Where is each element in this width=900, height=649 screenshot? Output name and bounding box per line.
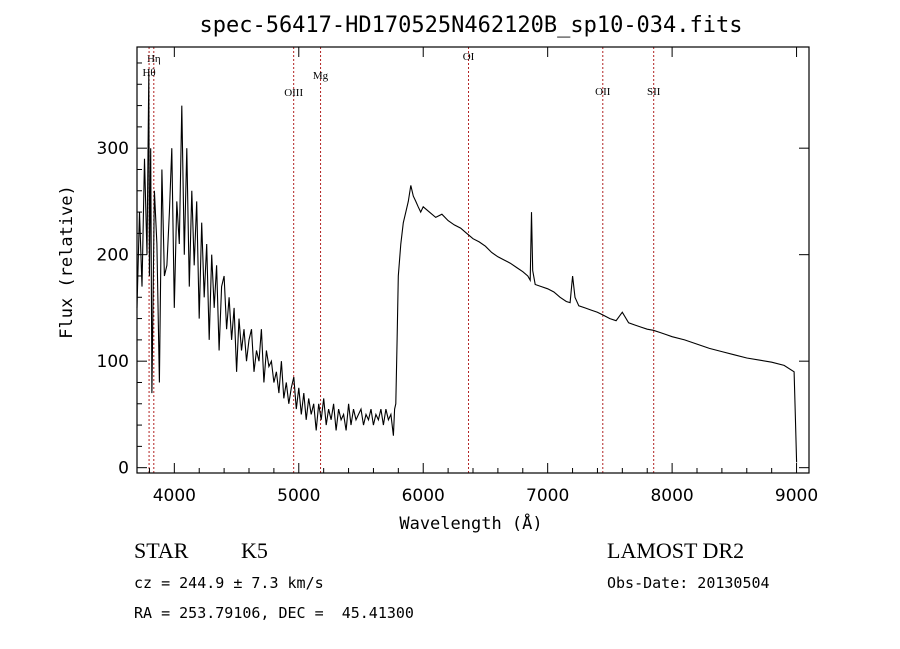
spectral-line-label-3: Mg [313, 70, 329, 82]
y-tick-label-2: 200 [97, 246, 129, 266]
object-type: STAR [134, 538, 189, 563]
spectral-line-label-4: OI [463, 51, 475, 63]
x-tick-label-0: 4000 [153, 486, 196, 506]
redshift-line: cz = 244.9 ± 7.3 km/s [134, 574, 324, 592]
x-tick-label-1: 5000 [277, 486, 320, 506]
y-axis-ticks: 0 100 200 300 [97, 62, 809, 479]
spectral-line-label-0: Hη [147, 53, 161, 65]
y-axis-label: Flux (relative) [57, 185, 77, 339]
coordinates: RA = 253.79106, DEC = 45.41300 [134, 604, 414, 622]
x-tick-label-2: 6000 [402, 486, 445, 506]
chart-title: spec-56417-HD170525N462120B_sp10-034.fit… [199, 13, 742, 38]
y-tick-label-0: 0 [118, 459, 129, 479]
x-axis-label: Wavelength (Å) [399, 512, 542, 534]
spectral-line-markers: Hη Hθ OIII Mg OI OII SII [142, 47, 661, 473]
spectral-line-label-1: Hθ [142, 67, 155, 79]
y-tick-label-3: 300 [97, 139, 129, 159]
y-tick-label-1: 100 [97, 352, 129, 372]
x-tick-label-3: 7000 [526, 486, 569, 506]
x-tick-label-4: 8000 [650, 486, 693, 506]
spectral-line-label-6: SII [647, 86, 661, 98]
subclass: K5 [241, 538, 268, 563]
survey-label: LAMOST DR2 [607, 538, 745, 563]
spectral-line-label-2: OIII [284, 87, 303, 99]
obs-date: Obs-Date: 20130504 [607, 574, 770, 592]
x-axis-ticks: 4000 5000 6000 7000 8000 9000 [148, 47, 818, 506]
x-tick-label-5: 9000 [775, 486, 818, 506]
spectral-line-label-5: OII [595, 86, 611, 98]
spectrum-series [136, 73, 798, 463]
plot-frame [136, 46, 810, 474]
